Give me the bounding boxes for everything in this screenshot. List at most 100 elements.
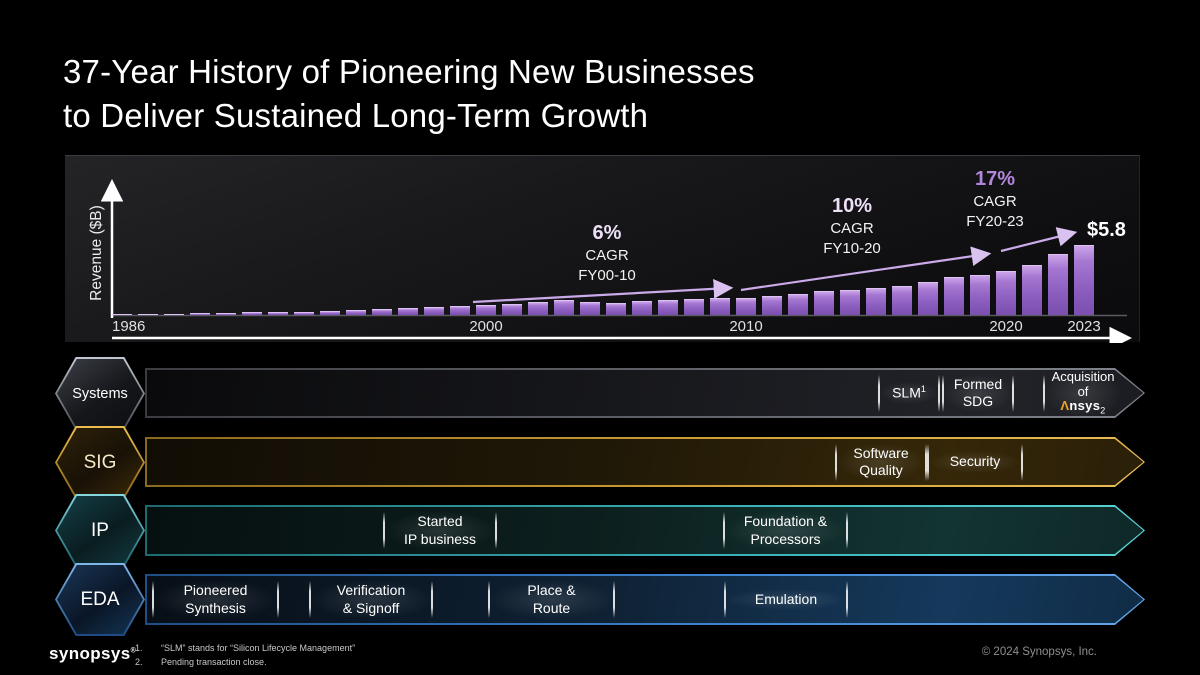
tick-2000: 2000 [469,318,503,335]
annotation-cagr-fy00-10: 6% CAGR FY00-10 [578,222,636,284]
tick-2010: 2010 [729,318,763,335]
footnote-2: 2. Pending transaction close. [135,656,267,667]
y-axis-label: Revenue ($B) [88,205,105,301]
milestone-slm: SLM1 [878,368,940,418]
revenue-bar [320,310,340,315]
revenue-bar [1074,245,1094,315]
milestone-foundation-processors: Foundation & Processors [723,505,848,556]
annotation-cagr-fy20-23: 17% CAGR FY20-23 [966,168,1024,230]
milestone-pioneered-synthesis: Pioneered Synthesis [152,574,279,625]
milestone-divider [1021,443,1023,481]
milestone-divider [613,580,615,619]
cagr-arrow-fy00-10 [472,278,734,304]
revenue-bar [268,312,288,315]
milestone-divider [152,580,154,619]
slide-title: 37-Year History of Pioneering New Busine… [63,50,755,138]
hexagon-systems-label: Systems [57,359,143,428]
revenue-bar [450,305,470,315]
final-revenue-label: $5.8 [1087,219,1126,241]
revenue-bar [840,290,860,315]
band-eda: Pioneered Synthesis Verification & Signo… [145,574,1145,625]
revenue-bar [762,296,782,315]
milestone-verification-signoff: Verification & Signoff [309,574,433,625]
footnotes: 1. “SLM” stands for “Silicon Lifecycle M… [135,642,355,670]
milestone-formed-sdg: Formed SDG [942,368,1014,418]
annotation-cagr-fy10-20: 10% CAGR FY10-20 [823,195,881,257]
milestone-divider [431,580,433,619]
milestone-security: Security [927,437,1023,487]
milestone-divider [723,511,725,550]
milestone-divider [927,443,929,481]
milestone-divider [309,580,311,619]
revenue-bar [892,285,912,315]
revenue-bar [970,274,990,315]
revenue-bar [866,287,886,315]
revenue-chart: Revenue ($B) 1986 2000 2010 2020 2023 6%… [65,155,1140,343]
revenue-bar [606,302,626,315]
revenue-bar [710,298,730,315]
revenue-bar [372,309,392,315]
milestone-place-route: Place & Route [488,574,615,625]
hexagon-sig: SIG [55,426,145,499]
tick-2023: 2023 [1067,318,1101,335]
revenue-bar [554,300,574,315]
revenue-bar [528,302,548,315]
band-ip: Started IP business Foundation & Process… [145,505,1145,556]
revenue-bar [398,307,418,315]
chart-axes-and-arrows [100,179,1132,343]
milestone-divider [938,374,940,412]
milestone-software-quality: Software Quality [835,437,927,487]
revenue-bar [424,306,444,315]
revenue-bar [736,298,756,315]
milestone-emulation: Emulation [724,574,848,625]
revenue-bar [346,310,366,315]
copyright: © 2024 Synopsys, Inc. [981,646,1097,658]
milestone-started-ip-business: Started IP business [383,505,497,556]
revenue-bars [112,230,1100,315]
milestone-divider [488,580,490,619]
revenue-bar [788,293,808,315]
milestone-divider [925,443,927,481]
footnote-1: 1. “SLM” stands for “Silicon Lifecycle M… [135,643,356,653]
revenue-bar [1048,254,1068,315]
hexagon-eda: EDA [55,563,145,636]
revenue-bar [216,312,236,315]
revenue-bar [502,303,522,315]
milestone-divider [846,511,848,550]
milestone-divider [724,580,726,619]
band-sig: Software Quality Security [145,437,1145,487]
revenue-bar [476,305,496,315]
revenue-bar [658,300,678,315]
ansys-logo: Λnsys2 [1060,398,1106,416]
revenue-bar [242,312,262,315]
milestone-divider [942,374,944,412]
milestone-divider [878,374,880,412]
cagr-arrow-fy10-20 [740,246,992,292]
revenue-bar [684,298,704,315]
revenue-bar [996,270,1016,315]
revenue-bar [138,313,158,315]
milestone-divider [277,580,279,619]
milestone-divider [495,511,497,550]
revenue-bar [918,282,938,315]
milestone-divider [383,511,385,550]
hexagon-sig-label: SIG [57,428,143,497]
milestone-divider [1012,374,1014,412]
hexagon-ip-label: IP [57,496,143,565]
hexagon-ip: IP [55,494,145,567]
revenue-bar [580,301,600,315]
slide-title-line1: 37-Year History of Pioneering New Busine… [63,53,755,90]
milestone-divider [1043,374,1045,412]
hexagon-systems: Systems [55,357,145,430]
revenue-bar [944,277,964,315]
revenue-bar [632,301,652,315]
revenue-bar [294,311,314,315]
revenue-bar [814,291,834,315]
tick-1986: 1986 [112,318,146,335]
synopsys-logo: synopsys® [49,644,137,663]
revenue-bar [1022,264,1042,315]
revenue-bar [190,313,210,315]
milestone-divider [846,580,848,619]
revenue-bar [164,313,184,315]
band-systems: SLM1 Formed SDG Acquisition of Λnsys2 [145,368,1145,418]
